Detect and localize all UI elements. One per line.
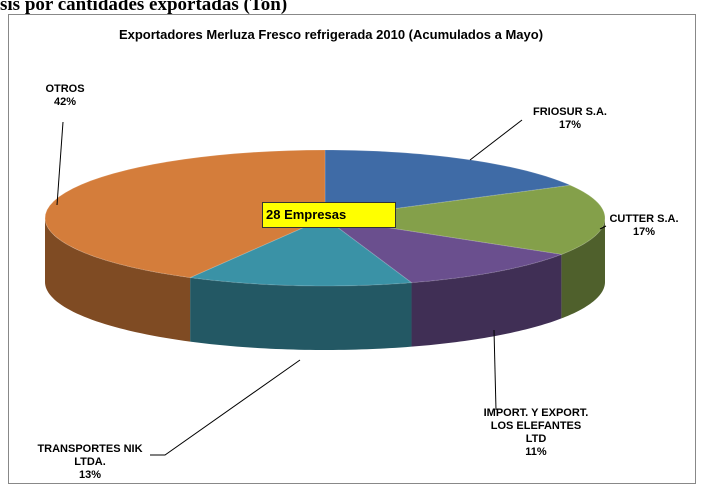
category-label: OTROS [45, 83, 85, 95]
data-label: CUTTER S.A. 17% [608, 213, 680, 239]
slice-side [190, 277, 412, 350]
leader-line [56, 121, 64, 206]
leader-line [150, 359, 301, 456]
category-label: FRIOSUR S.A. [533, 106, 607, 118]
slice-side [45, 218, 191, 342]
category-label: IMPORT. Y EXPORT. LOS ELEFANTES LTD [483, 407, 589, 445]
slice-side [411, 254, 562, 347]
value-label: 42% [53, 96, 77, 108]
slice [188, 217, 413, 287]
value-label: 17% [558, 119, 582, 131]
category-label: TRANSPORTES NIK LTDA. [37, 443, 143, 468]
data-label: TRANSPORTES NIK LTDA. 13% [30, 443, 150, 482]
slice-side [561, 218, 605, 319]
leader-line [599, 225, 607, 230]
slice [324, 217, 564, 284]
chart-title: Exportadores Merluza Fresco refrigerada … [118, 27, 544, 42]
annotation: 28 Empresas [262, 202, 396, 228]
value-label: 13% [78, 469, 102, 481]
data-label: FRIOSUR S.A. 17% [530, 106, 610, 132]
data-label: IMPORT. Y EXPORT. LOS ELEFANTES LTD 11% [480, 407, 592, 459]
leader-line [469, 119, 523, 161]
slice [44, 149, 326, 279]
heading: sis por cantidades exportadas (Ton) [0, 0, 288, 15]
value-label: 11% [525, 446, 547, 458]
leader-line [493, 329, 497, 411]
category-label: CUTTER S.A. [609, 213, 679, 225]
value-label: 17% [632, 226, 656, 238]
data-label: OTROS 42% [35, 83, 95, 109]
slice [324, 184, 606, 255]
slice [324, 149, 573, 219]
